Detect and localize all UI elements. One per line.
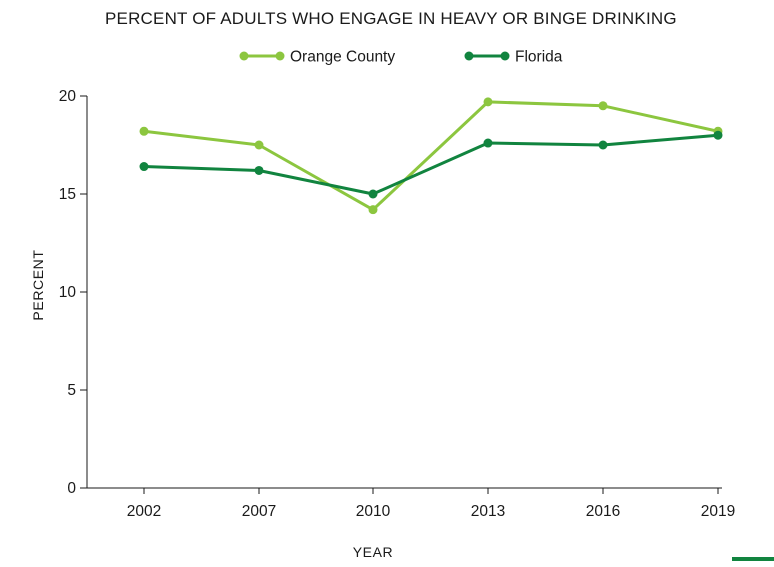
legend-label-florida: Florida xyxy=(515,49,563,66)
x-axis-label: YEAR xyxy=(353,544,394,560)
legend-marker-florida xyxy=(500,51,510,61)
x-tick-label: 2010 xyxy=(356,503,391,520)
x-tick-label: 2002 xyxy=(127,503,161,520)
legend-marker-orange-county xyxy=(239,51,249,61)
legend-label-orange-county: Orange County xyxy=(290,49,395,66)
x-tick-label: 2019 xyxy=(701,503,735,520)
y-axis-label: PERCENT xyxy=(30,249,46,320)
legend: Orange County Florida xyxy=(239,49,563,66)
series-layer xyxy=(139,97,723,215)
y-tick-label: 5 xyxy=(67,382,76,399)
data-point-florida xyxy=(139,162,149,172)
y-tick-label: 0 xyxy=(67,480,76,497)
data-point-florida xyxy=(713,130,723,140)
series-line-orange-county xyxy=(142,100,720,212)
series-line-florida xyxy=(142,133,720,196)
y-tick-label: 15 xyxy=(59,186,76,203)
data-point-orange-county xyxy=(139,126,149,136)
data-point-orange-county xyxy=(598,101,608,111)
data-point-florida xyxy=(254,165,264,175)
y-axis-ticks: 0 5 10 15 20 xyxy=(59,88,87,497)
x-tick-label: 2016 xyxy=(586,503,620,520)
x-axis-ticks: 2002 2007 2010 2013 2016 2019 xyxy=(127,488,735,520)
data-point-florida xyxy=(483,138,493,148)
accent-bar xyxy=(732,557,774,561)
data-point-orange-county xyxy=(254,140,264,150)
data-point-florida xyxy=(598,140,608,150)
data-point-florida xyxy=(368,189,378,199)
x-tick-label: 2013 xyxy=(471,503,505,520)
data-point-orange-county xyxy=(483,97,493,107)
chart-title: PERCENT OF ADULTS WHO ENGAGE IN HEAVY OR… xyxy=(105,9,677,28)
x-tick-label: 2007 xyxy=(242,503,276,520)
data-point-orange-county xyxy=(368,205,378,215)
y-tick-label: 10 xyxy=(59,284,77,301)
legend-marker-orange-county xyxy=(275,51,285,61)
legend-marker-florida xyxy=(464,51,474,61)
y-tick-label: 20 xyxy=(59,88,77,105)
